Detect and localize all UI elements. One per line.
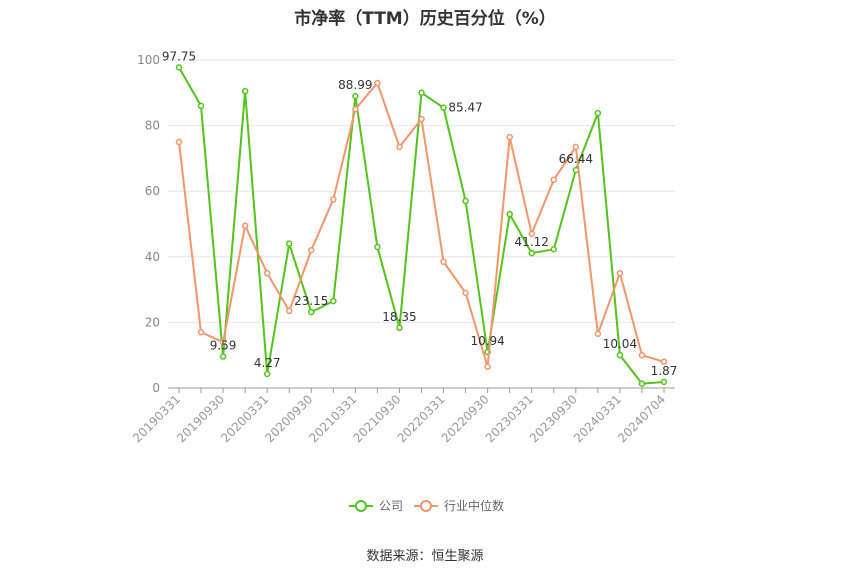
series-point-0 [330, 297, 337, 305]
series-point-1 [374, 79, 381, 87]
series-point-1 [506, 133, 513, 141]
series-point-1 [418, 115, 425, 123]
data-source: 数据来源：恒生聚源 [366, 549, 484, 564]
series-point-1 [594, 330, 602, 338]
series-point-1 [285, 307, 293, 315]
series-point-0 [396, 324, 403, 332]
series-point-1 [572, 143, 580, 151]
data-label: 85.47 [448, 101, 482, 115]
series-point-0 [528, 249, 535, 257]
series-point-1 [219, 338, 227, 346]
y-tick-label: 20 [145, 315, 160, 329]
series-point-1 [308, 246, 315, 254]
series-point-1 [528, 230, 535, 238]
series-point-1 [638, 351, 646, 359]
series-point-1 [660, 358, 668, 366]
data-label: 23.15 [294, 294, 328, 308]
series-point-0 [241, 87, 249, 95]
series-point-0 [660, 378, 668, 386]
y-tick-label: 40 [145, 250, 160, 264]
y-tick-label: 80 [145, 119, 160, 133]
series-point-0 [197, 102, 205, 110]
series-point-1 [550, 176, 558, 183]
series-point-0 [352, 92, 359, 100]
series-point-0 [263, 370, 271, 378]
series-point-1 [352, 105, 359, 113]
series-point-1 [616, 269, 624, 277]
series-point-0 [638, 380, 646, 387]
data-label: 1.87 [651, 364, 678, 378]
y-tick-label: 100 [137, 53, 160, 67]
series-point-1 [440, 258, 447, 265]
legend-label-0: 公司 [379, 499, 403, 513]
series-point-0 [175, 64, 183, 71]
x-tick-label: 20240704 [615, 392, 668, 445]
series-point-1 [462, 289, 469, 297]
series-point-0 [594, 109, 602, 117]
y-tick-label: 60 [145, 184, 160, 198]
chart-title: 市净率（TTM）历史百分位（%） [294, 9, 556, 29]
series-point-0 [506, 210, 513, 218]
series-point-1 [330, 196, 337, 203]
data-label: 41.12 [515, 235, 549, 249]
series-point-1 [175, 138, 183, 146]
series-point-1 [396, 143, 403, 151]
legend-marker-0 [355, 500, 367, 512]
series-point-0 [308, 308, 315, 316]
data-label: 88.99 [338, 78, 372, 92]
series-point-1 [241, 222, 249, 229]
data-label: 97.75 [162, 49, 196, 63]
data-label: 18.35 [382, 310, 416, 324]
legend-marker-1 [420, 500, 432, 512]
series-point-0 [462, 197, 469, 205]
series-point-0 [374, 243, 381, 251]
data-label: 66.44 [559, 152, 593, 166]
y-tick-label: 0 [152, 381, 160, 395]
series-line-0 [178, 66, 665, 385]
series-point-1 [197, 328, 205, 336]
series-point-0 [616, 351, 624, 359]
series-point-1 [484, 363, 491, 370]
data-label: 4.27 [254, 356, 281, 370]
data-label: 9.59 [210, 339, 237, 353]
series-point-0 [219, 353, 227, 360]
legend-label-1: 行业中位数 [444, 498, 504, 513]
data-label: 10.94 [470, 334, 504, 348]
data-label: 10.04 [603, 337, 637, 351]
series-point-0 [440, 104, 447, 111]
series-point-0 [285, 240, 293, 247]
series-point-0 [550, 246, 558, 253]
series-point-0 [418, 89, 425, 97]
series-point-1 [263, 269, 271, 277]
